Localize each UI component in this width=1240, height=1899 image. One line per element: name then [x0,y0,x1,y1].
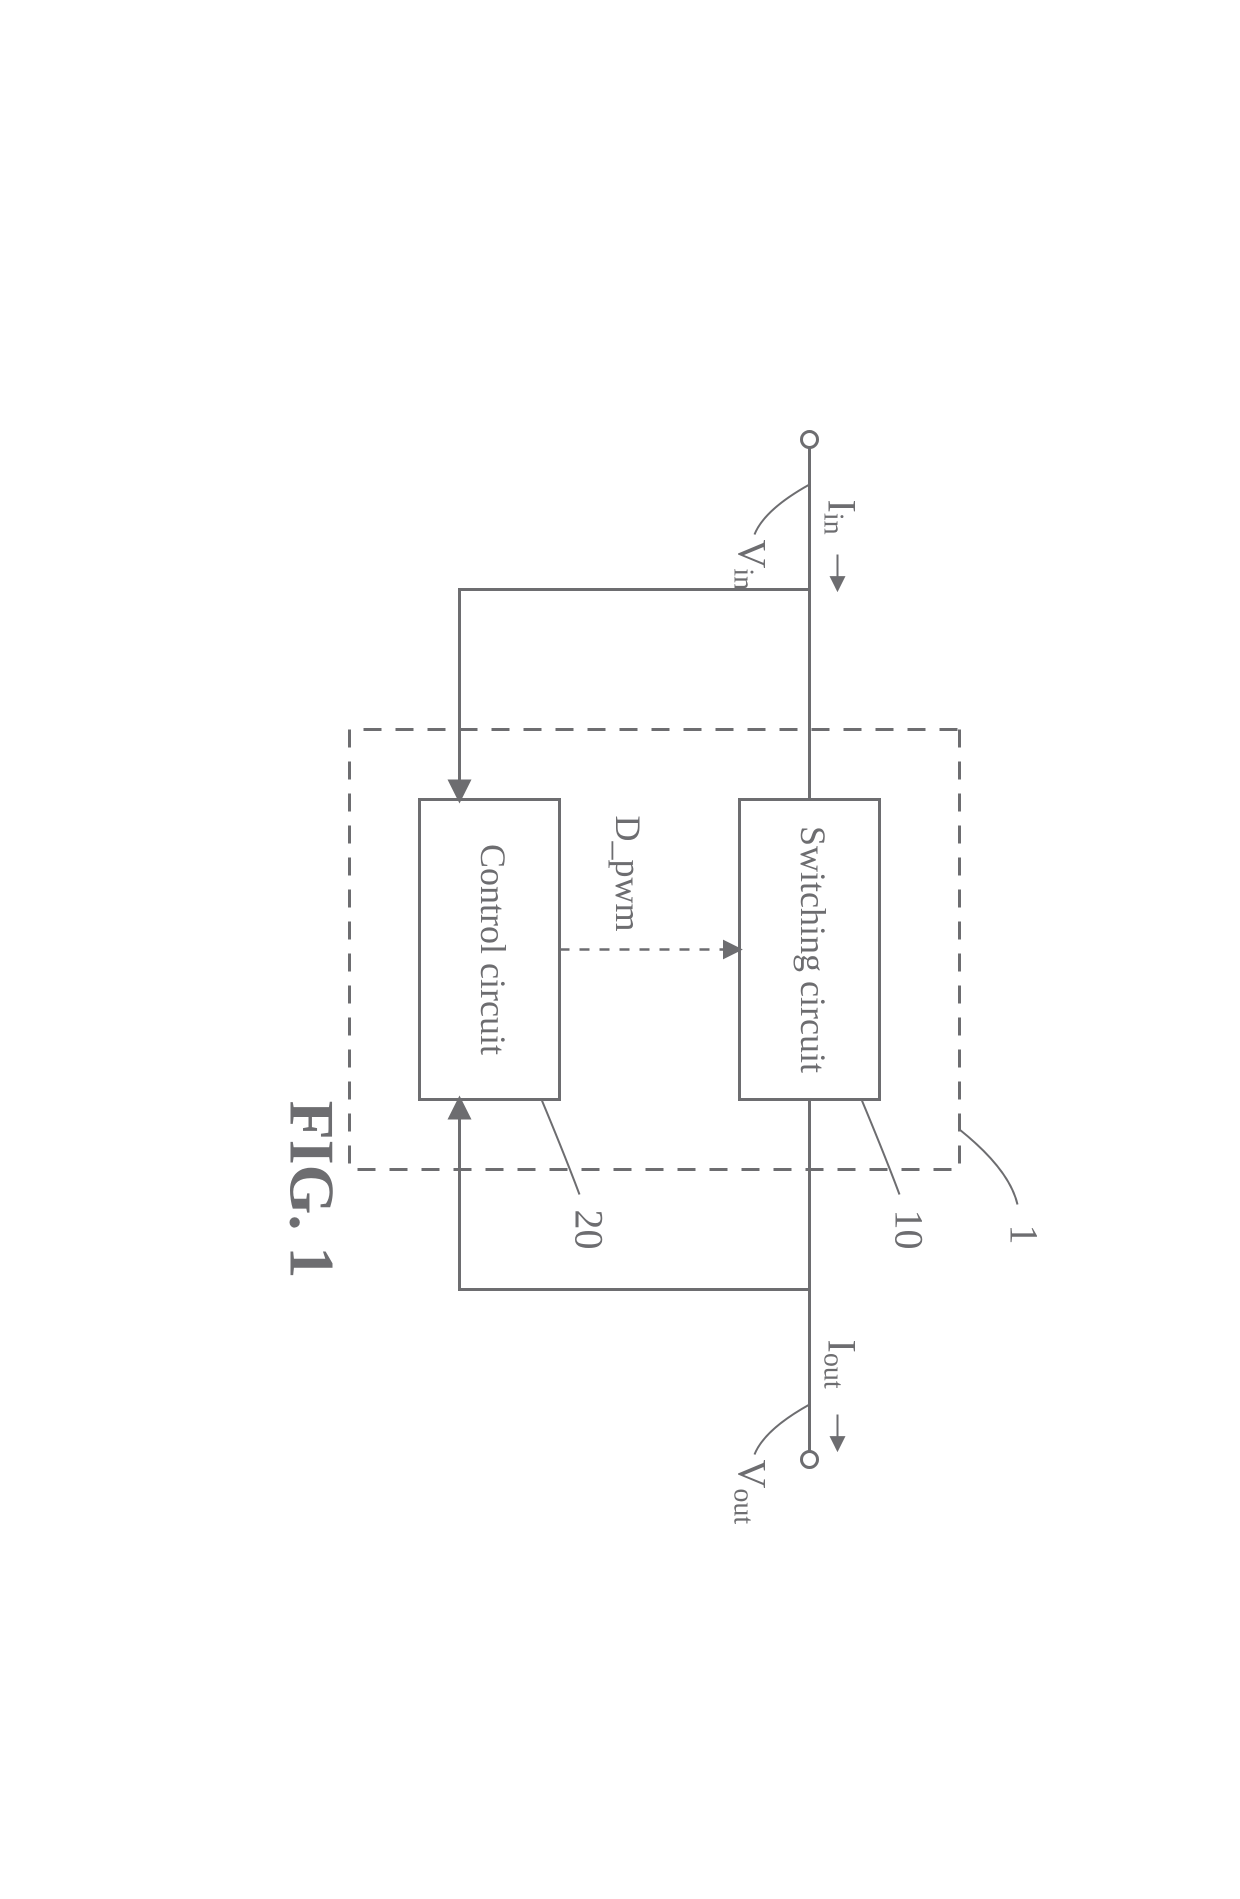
vout-leader [755,1405,810,1455]
switching-circuit-label: Switching circuit [793,826,833,1073]
vin-label: Vin [727,540,774,591]
leader-control [542,1100,580,1195]
control-ref-label: 20 [566,1210,611,1250]
leader-outer [960,1130,1018,1205]
vin-leader [755,485,810,535]
outer-ref-label: 1 [1001,1225,1046,1245]
iin-label: Iin [817,500,864,535]
input-terminal [802,432,818,448]
iin-label-group: Iin [817,500,864,590]
output-terminal [802,1452,818,1468]
control-circuit-label: Control circuit [473,844,513,1055]
figure-caption: FIG. 1 [277,1101,348,1279]
feedback-vout-to-control [460,1100,810,1290]
leader-switching [862,1100,900,1195]
iout-label: Iout [817,1340,864,1389]
feedback-vin-to-control [460,590,810,800]
vout-label: Vout [727,1460,774,1525]
dpwm-label: D_pwm [608,816,648,932]
iout-label-group: Iout [817,1340,864,1450]
switching-ref-label: 10 [886,1210,931,1250]
